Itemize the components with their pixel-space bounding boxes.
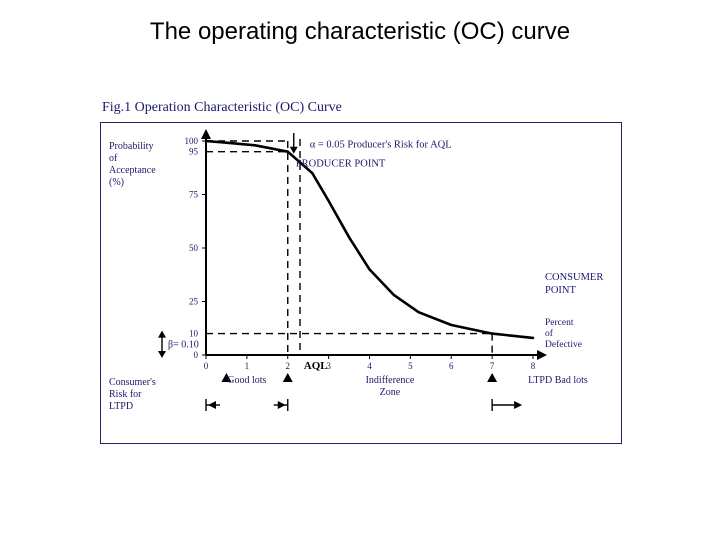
zone-marker: [487, 373, 497, 382]
x-axis-label: of: [545, 328, 554, 339]
good-lots-label: Good lots: [227, 375, 266, 386]
beta-arrow-up: [158, 331, 166, 338]
y-tick-label: 75: [189, 190, 199, 200]
x-axis-arrow: [537, 350, 547, 360]
oc-curve: [206, 141, 533, 338]
x-tick-label: 6: [449, 361, 454, 371]
x-tick-label: 5: [408, 361, 413, 371]
beta-label: β= 0.10: [168, 339, 199, 350]
producer-point-label: PRODUCER POINT: [296, 159, 386, 170]
span-arrow: [208, 401, 216, 409]
y-tick-10: 10: [189, 329, 199, 339]
span-arrow: [278, 401, 286, 409]
figure: Fig.1 Operation Characteristic (OC) Curv…: [100, 100, 620, 444]
x-tick-label: 7: [490, 361, 495, 371]
x-axis-label: Defective: [545, 339, 582, 350]
aql-label: AQL: [304, 360, 328, 372]
indiff-label-1: Indifference: [366, 375, 415, 386]
consumer-risk-label: Risk for: [109, 389, 142, 400]
consumer-point-label: POINT: [545, 285, 577, 296]
x-tick-label: 8: [531, 361, 536, 371]
x-tick-label: 1: [245, 361, 250, 371]
ltpd-bad-label: LTPD Bad lots: [528, 375, 588, 386]
y-axis-arrow: [201, 129, 211, 139]
x-tick-label: 0: [204, 361, 209, 371]
figure-caption: Fig.1 Operation Characteristic (OC) Curv…: [102, 100, 620, 116]
figure-box: ProbabilityofAcceptance(%)02550751009510…: [100, 122, 622, 444]
alpha-label: α = 0.05 Producer's Risk for AQL: [310, 139, 452, 150]
x-tick-label: 2: [286, 361, 291, 371]
y-axis-label: of: [109, 153, 118, 164]
beta-arrow-down: [158, 351, 166, 358]
y-tick-label: 25: [189, 297, 199, 307]
consumer-risk-label: LTPD: [109, 401, 133, 412]
alpha-arrow-head: [290, 147, 298, 154]
page-title: The operating characteristic (OC) curve: [0, 18, 720, 46]
oc-chart-svg: ProbabilityofAcceptance(%)02550751009510…: [101, 123, 621, 443]
zone-marker: [283, 373, 293, 382]
y-tick-95: 95: [189, 147, 199, 157]
x-tick-label: 4: [367, 361, 372, 371]
y-axis-label: Acceptance: [109, 165, 156, 176]
y-axis-label: (%): [109, 177, 124, 188]
y-tick-label: 100: [185, 136, 199, 146]
y-axis-label: Probability: [109, 141, 153, 152]
indiff-label-2: Zone: [380, 387, 401, 398]
ltpd-arrow: [514, 401, 522, 409]
x-axis-label: Percent: [545, 318, 574, 328]
y-tick-label: 50: [189, 243, 199, 253]
y-tick-label: 0: [194, 350, 199, 360]
consumer-risk-label: Consumer's: [109, 377, 156, 388]
consumer-point-label: CONSUMER: [545, 272, 603, 283]
